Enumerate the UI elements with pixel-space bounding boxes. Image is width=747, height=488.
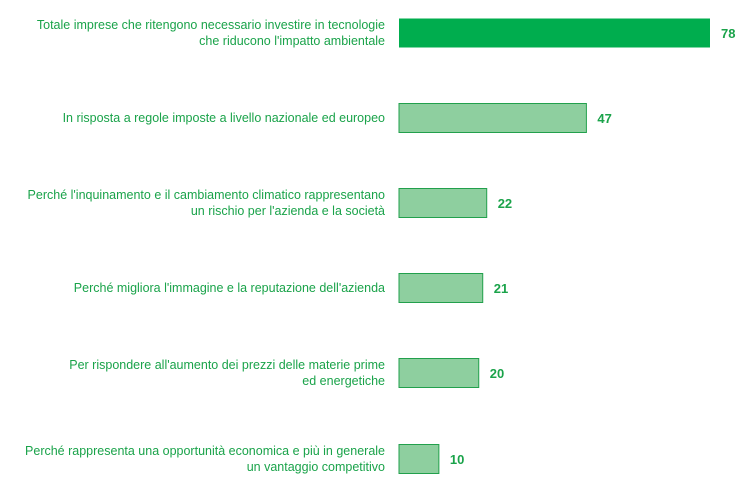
bar-row: Totale imprese che ritengono necessario … xyxy=(37,18,736,48)
category-label-line: ed energetiche xyxy=(302,374,385,388)
category-label: Perché migliora l'immagine e la reputazi… xyxy=(74,281,385,295)
bar xyxy=(398,273,484,303)
bar-row: In risposta a regole imposte a livello n… xyxy=(63,103,612,133)
bar xyxy=(398,188,488,218)
value-label: 20 xyxy=(490,366,504,381)
category-label-line: Per rispondere all'aumento dei prezzi de… xyxy=(69,358,385,372)
category-label: Totale imprese che ritengono necessario … xyxy=(37,18,385,48)
category-label-line: un vantaggio competitivo xyxy=(247,460,385,474)
bar-row: Per rispondere all'aumento dei prezzi de… xyxy=(69,358,504,388)
bar-row: Perché l'inquinamento e il cambiamento c… xyxy=(28,188,512,218)
value-label: 78 xyxy=(721,26,735,41)
bar-row: Perché rappresenta una opportunità econo… xyxy=(25,444,464,474)
category-label-line: Perché l'inquinamento e il cambiamento c… xyxy=(28,188,385,202)
category-label-line: che riducono l'impatto ambientale xyxy=(199,34,385,48)
bar xyxy=(399,18,710,48)
category-label-line: In risposta a regole imposte a livello n… xyxy=(63,111,385,125)
bar xyxy=(398,358,480,388)
bar-row: Perché migliora l'immagine e la reputazi… xyxy=(74,273,508,303)
category-label: Per rispondere all'aumento dei prezzi de… xyxy=(69,358,385,388)
value-label: 47 xyxy=(597,111,611,126)
category-label-line: un rischio per l'azienda e la società xyxy=(191,204,385,218)
value-label: 21 xyxy=(494,281,508,296)
bar xyxy=(398,444,440,474)
value-label: 10 xyxy=(450,452,464,467)
category-label-line: Perché rappresenta una opportunità econo… xyxy=(25,444,385,458)
bar xyxy=(398,103,587,133)
value-label: 22 xyxy=(498,196,512,211)
category-label: Perché l'inquinamento e il cambiamento c… xyxy=(28,188,385,218)
category-label: Perché rappresenta una opportunità econo… xyxy=(25,444,385,474)
category-label: In risposta a regole imposte a livello n… xyxy=(63,111,385,125)
category-label-line: Perché migliora l'immagine e la reputazi… xyxy=(74,281,385,295)
category-label-line: Totale imprese che ritengono necessario … xyxy=(37,18,385,32)
